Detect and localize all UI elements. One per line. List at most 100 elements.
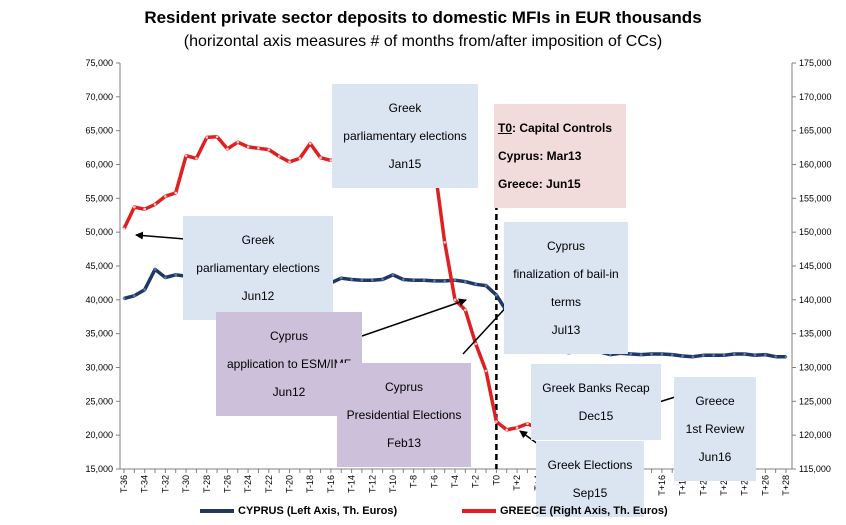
series-point-cyprus — [174, 273, 178, 277]
legend-item-cyprus: CYPRUS (Left Axis, Th. Euros) — [200, 505, 397, 517]
series-point-cyprus — [701, 354, 705, 357]
series-point-cyprus — [474, 282, 477, 286]
annotation-greek-elections-jan15: Greek parliamentary elections Jan15 — [332, 84, 478, 188]
series-point-cyprus — [153, 268, 157, 271]
series-point-greece — [153, 203, 157, 206]
series-point-greece — [484, 369, 488, 373]
series-point-greece — [143, 207, 146, 211]
series-point-cyprus — [722, 354, 726, 357]
series-point-greece — [267, 148, 271, 151]
left-tick-label: 40,000 — [85, 295, 113, 305]
series-point-cyprus — [412, 278, 415, 282]
series-point-cyprus — [143, 288, 146, 291]
series-point-cyprus — [743, 352, 746, 356]
left-tick-label: 50,000 — [85, 227, 113, 237]
series-point-cyprus — [433, 279, 436, 283]
series-point-greece — [443, 241, 446, 244]
series-point-cyprus — [133, 294, 136, 298]
right-tick-label: 150,000 — [799, 227, 832, 237]
right-tick-label: 130,000 — [799, 363, 832, 373]
legend-item-greece: GREECE (Right Axis, Th. Euros) — [462, 505, 668, 517]
x-tick-label: T-24 — [243, 475, 253, 493]
series-point-cyprus — [164, 276, 167, 279]
annotation-greek-elections-sep15: Greek Elections Sep15 — [536, 441, 644, 517]
x-tick-label: T-34 — [140, 475, 150, 493]
x-tick-label: T-2 — [471, 475, 481, 488]
x-tick-label: T-30 — [181, 475, 191, 493]
series-point-greece — [319, 156, 322, 160]
right-tick-label: 120,000 — [799, 430, 832, 440]
arrow-greek-elections-jun12 — [135, 231, 186, 240]
x-tick-label: T-10 — [388, 475, 398, 493]
series-point-greece — [133, 205, 136, 209]
left-tick-label: 35,000 — [85, 329, 113, 339]
arrow-cyprus-presidential — [462, 301, 512, 355]
left-tick-label: 20,000 — [85, 430, 113, 440]
x-tick-label: T-16 — [326, 475, 336, 493]
legend-label-greece: GREECE (Right Axis, Th. Euros) — [500, 505, 668, 517]
legend-label-cyprus: CYPRUS (Left Axis, Th. Euros) — [238, 505, 398, 517]
series-point-cyprus — [495, 293, 498, 297]
x-tick-label: T-4 — [450, 475, 460, 488]
annotation-greek-elections-jun12: Greek parliamentary elections Jun12 — [183, 216, 333, 320]
series-point-cyprus — [350, 278, 353, 281]
series-point-cyprus — [484, 284, 488, 287]
x-tick-label: T-22 — [264, 475, 274, 493]
series-point-cyprus — [753, 354, 757, 357]
x-tick-label: T-12 — [367, 475, 377, 493]
left-tick-label: 30,000 — [85, 363, 113, 373]
left-tick-label: 75,000 — [85, 58, 113, 68]
series-point-greece — [257, 146, 260, 150]
series-point-cyprus — [774, 355, 777, 358]
series-point-cyprus — [660, 352, 664, 356]
left-tick-label: 55,000 — [85, 193, 113, 203]
series-point-greece — [288, 160, 291, 164]
series-point-greece — [505, 428, 509, 432]
right-tick-label: 170,000 — [799, 92, 832, 102]
series-point-greece — [184, 154, 188, 158]
legend-swatch-greece — [462, 509, 496, 513]
x-tick-label: T0 — [491, 475, 501, 486]
series-point-cyprus — [339, 276, 343, 280]
right-tick-label: 175,000 — [799, 58, 832, 68]
series-point-cyprus — [732, 352, 736, 356]
series-point-greece — [205, 136, 209, 139]
arrow-cyprus-esm — [361, 298, 467, 337]
x-tick-label: T+24 — [740, 475, 750, 496]
left-tick-label: 45,000 — [85, 261, 113, 271]
x-tick-label: T+28 — [781, 475, 791, 496]
right-tick-label: 145,000 — [799, 261, 832, 271]
series-point-greece — [246, 145, 250, 149]
x-tick-label: T+2 — [512, 475, 522, 491]
chart-subtitle: (horizontal axis measures # of months fr… — [183, 33, 663, 50]
x-tick-label: T+26 — [760, 475, 770, 496]
x-tick-label: T+20 — [698, 475, 708, 496]
x-tick-label: T-8 — [409, 475, 419, 488]
x-tick-label: T-32 — [160, 475, 170, 493]
series-point-cyprus — [370, 278, 374, 282]
left-tick-label: 65,000 — [85, 126, 113, 136]
annotation-cyprus-presidential: Cyprus Presidential Elections Feb13 — [337, 363, 471, 467]
series-point-greece — [164, 195, 167, 198]
x-tick-label: T-28 — [202, 475, 212, 493]
right-tick-label: 115,000 — [799, 464, 831, 474]
series-point-greece — [526, 422, 529, 425]
right-tick-label: 140,000 — [799, 295, 832, 305]
series-point-cyprus — [629, 352, 633, 356]
left-tick-label: 60,000 — [85, 160, 113, 170]
series-point-greece — [195, 157, 198, 160]
left-tick-label: 70,000 — [85, 92, 113, 102]
series-point-cyprus — [764, 353, 767, 356]
x-tick-label: T+18 — [678, 475, 688, 496]
series-point-greece — [474, 342, 477, 346]
series-point-cyprus — [784, 355, 788, 358]
series-point-greece — [453, 298, 457, 302]
legend-swatch-cyprus — [200, 509, 234, 513]
series-point-cyprus — [422, 278, 426, 282]
series-point-greece — [122, 227, 126, 231]
series-point-greece — [236, 140, 240, 144]
series-point-greece — [215, 135, 219, 139]
series-point-cyprus — [670, 353, 674, 356]
x-tick-label: T-36 — [119, 475, 129, 493]
series-point-cyprus — [443, 279, 446, 283]
